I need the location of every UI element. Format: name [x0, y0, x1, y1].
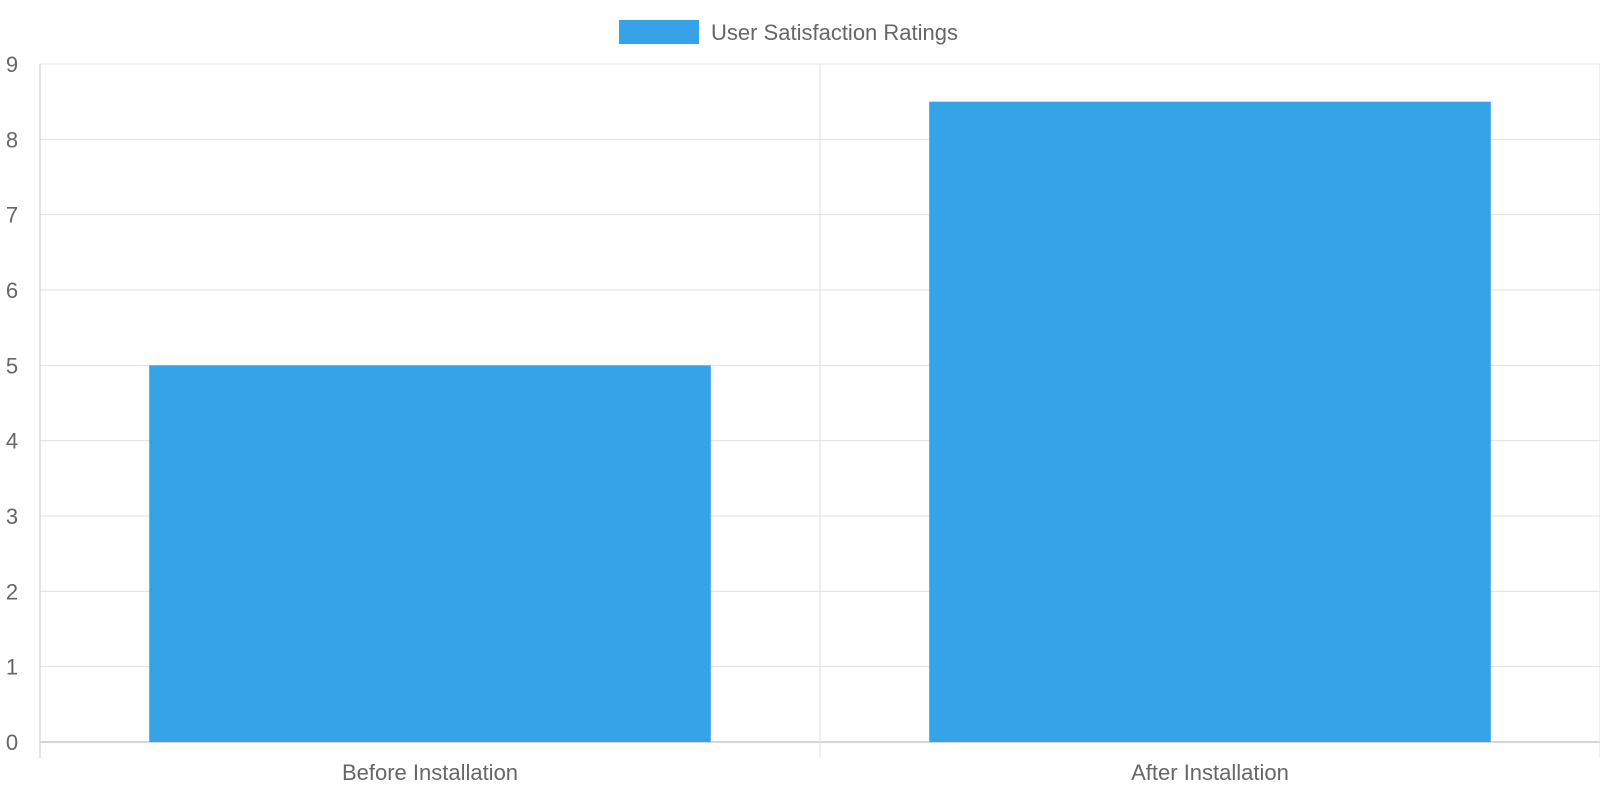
x-tick-label: Before Installation [342, 760, 518, 785]
y-tick-label: 7 [6, 203, 18, 228]
bar[interactable] [149, 365, 711, 742]
y-tick-label: 3 [6, 504, 18, 529]
bar[interactable] [929, 101, 1491, 742]
y-tick-label: 1 [6, 655, 18, 680]
x-tick-label: After Installation [1131, 760, 1289, 785]
legend-label: User Satisfaction Ratings [711, 20, 958, 45]
y-axis-ticks: 0 1 2 3 4 5 6 7 8 9 [6, 52, 18, 755]
y-tick-label: 2 [6, 579, 18, 604]
legend-swatch [619, 20, 699, 44]
axes [39, 64, 1600, 758]
x-axis-ticks: Before Installation After Installation [342, 760, 1289, 785]
y-tick-label: 6 [6, 278, 18, 303]
y-tick-label: 4 [6, 429, 18, 454]
y-tick-label: 0 [6, 730, 18, 755]
bars [149, 101, 1491, 742]
legend[interactable]: User Satisfaction Ratings [619, 20, 958, 45]
y-tick-label: 9 [6, 52, 18, 77]
y-tick-label: 8 [6, 127, 18, 152]
y-tick-label: 5 [6, 353, 18, 378]
